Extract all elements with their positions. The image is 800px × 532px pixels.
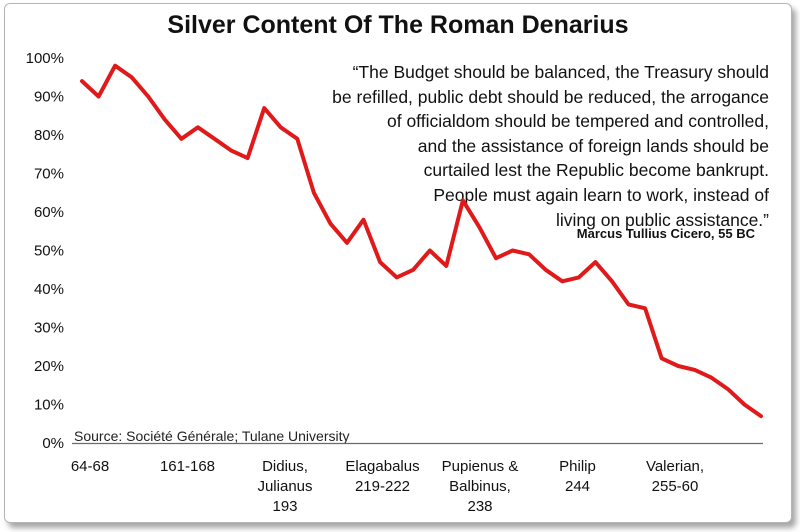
quote-line: “The Budget should be balanced, the Trea… bbox=[352, 62, 769, 82]
x-tick-label: Didius, Julianus 193 bbox=[257, 458, 312, 515]
cicero-quote: “The Budget should be balanced, the Trea… bbox=[269, 60, 769, 232]
source-note: Source: Société Générale; Tulane Univers… bbox=[74, 428, 350, 444]
chart-title: Silver Content Of The Roman Denarius bbox=[167, 11, 629, 39]
x-tick-label: 161-168 bbox=[160, 458, 215, 475]
y-tick-label: 10% bbox=[34, 397, 64, 414]
x-tick-label: Elagabalus 219-222 bbox=[345, 458, 419, 495]
x-tick-label: Valerian, 255-60 bbox=[646, 458, 704, 495]
y-tick-label: 90% bbox=[34, 89, 64, 106]
y-tick-label: 100% bbox=[26, 50, 64, 67]
quote-line: be refilled, public debt should be reduc… bbox=[332, 86, 769, 107]
y-tick-label: 80% bbox=[34, 127, 64, 144]
x-tick-label: Philip 244 bbox=[559, 458, 596, 495]
series-line bbox=[80, 63, 763, 419]
y-tick-label: 30% bbox=[34, 320, 64, 337]
y-tick-label: 50% bbox=[34, 243, 64, 260]
quote-line: and the assistance of foreign lands shou… bbox=[417, 135, 769, 156]
quote-line: of officialdom should be tempered and co… bbox=[386, 111, 769, 132]
quote-line: People must again learn to work, instead… bbox=[433, 184, 769, 205]
x-tick-label: 64-68 bbox=[71, 458, 109, 475]
y-tick-label: 70% bbox=[34, 166, 64, 183]
chart-frame: Silver Content Of The Roman Denarius “Th… bbox=[4, 3, 792, 523]
y-tick-label: 0% bbox=[42, 435, 64, 452]
y-tick-label: 60% bbox=[34, 204, 64, 221]
quote-line: living on public assistance.” bbox=[555, 209, 769, 230]
y-tick-label: 40% bbox=[34, 281, 64, 298]
x-tick-label: Pupienus & Balbinus, 238 bbox=[442, 458, 519, 515]
y-tick-label: 20% bbox=[34, 358, 64, 375]
quote-line: curtailed lest the Republic become bankr… bbox=[423, 160, 769, 181]
quote-attribution: Marcus Tullius Cicero, 55 BC bbox=[576, 226, 755, 241]
